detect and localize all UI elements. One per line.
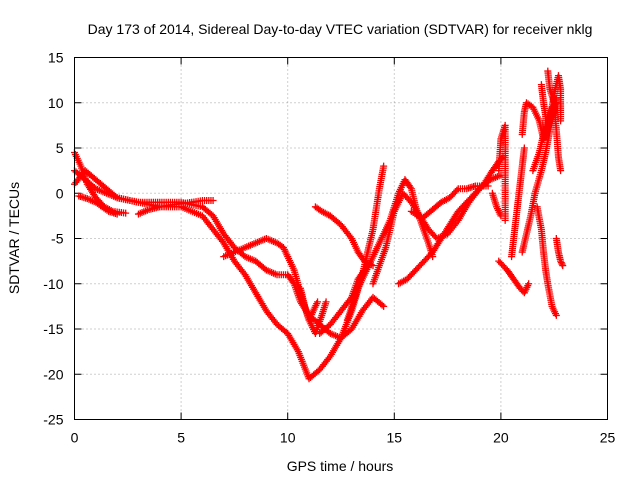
- data-point: [453, 186, 461, 194]
- data-point: [113, 210, 121, 218]
- y-tick-label: -10: [43, 276, 63, 292]
- data-point: [525, 280, 533, 288]
- series-track-4: [75, 192, 121, 218]
- x-tick-label: 25: [600, 430, 616, 446]
- series-track-8: [311, 203, 377, 270]
- y-tick-label: 0: [56, 185, 64, 201]
- series-track-22: [552, 235, 567, 270]
- series-track-23: [537, 81, 550, 134]
- y-tick-label: -25: [43, 412, 63, 428]
- data-point: [378, 301, 386, 309]
- data-point: [559, 262, 567, 270]
- series-track-9: [316, 266, 368, 338]
- series-track-2: [71, 162, 388, 383]
- y-axis-label: SDTVAR / TECUs: [6, 182, 22, 294]
- y-tick-label: 10: [48, 95, 64, 111]
- x-tick-label: 5: [177, 430, 185, 446]
- data-point: [558, 260, 566, 268]
- data-point: [484, 182, 492, 190]
- series-track-12: [395, 153, 507, 288]
- x-tick-labels: 0 5 10 15 20 25: [71, 430, 616, 446]
- data-point: [542, 126, 550, 134]
- y-tick-label: -20: [43, 366, 63, 382]
- data-point: [380, 302, 388, 310]
- data-points: [71, 67, 567, 383]
- data-point: [557, 257, 565, 265]
- data-point: [501, 216, 509, 224]
- x-tick-label: 20: [493, 430, 509, 446]
- x-tick-label: 15: [387, 430, 403, 446]
- series-track-15: [495, 121, 509, 224]
- x-tick-label: 10: [280, 430, 296, 446]
- data-point: [122, 209, 130, 217]
- y-tick-label: 5: [56, 140, 64, 156]
- data-point: [557, 167, 565, 175]
- series-track-6: [220, 235, 330, 338]
- data-point: [552, 311, 560, 319]
- data-point: [557, 117, 565, 125]
- y-tick-labels: -25 -20 -15 -10 -5 0 5 10 15: [43, 50, 63, 428]
- x-axis-label: GPS time / hours: [287, 458, 394, 474]
- data-point: [406, 183, 414, 191]
- data-point: [103, 206, 111, 214]
- data-point: [557, 259, 565, 267]
- series-track-24: [508, 144, 528, 261]
- series-track-16: [495, 257, 533, 297]
- data-point: [520, 144, 528, 152]
- series-track-21: [544, 67, 565, 175]
- x-tick-label: 0: [71, 430, 79, 446]
- data-point: [209, 196, 217, 204]
- y-tick-label: -15: [43, 321, 63, 337]
- series-track-20: [533, 203, 560, 319]
- data-point: [380, 162, 388, 170]
- y-tick-label: -5: [51, 231, 64, 247]
- y-tick-label: 15: [48, 50, 64, 66]
- series-track-13: [407, 182, 492, 223]
- series-track-5: [134, 196, 217, 218]
- series-track-14: [488, 189, 505, 220]
- data-point: [314, 298, 322, 306]
- series-track-7: [296, 284, 322, 324]
- chart-title: Day 173 of 2014, Sidereal Day-to-day VTE…: [88, 21, 593, 37]
- plot-frame: [74, 57, 608, 420]
- data-point: [322, 298, 330, 306]
